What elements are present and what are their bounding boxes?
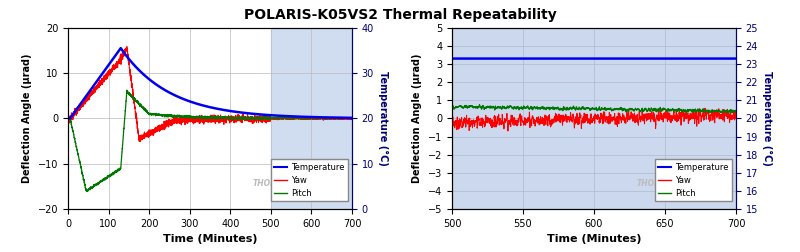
X-axis label: Time (Minutes): Time (Minutes) [162, 234, 258, 244]
Text: THORLABS: THORLABS [636, 179, 682, 187]
Y-axis label: Temperature (°C): Temperature (°C) [762, 71, 772, 166]
Y-axis label: Temperature (°C): Temperature (°C) [378, 71, 388, 166]
Text: THORLABS: THORLABS [252, 179, 298, 187]
Legend: Temperature, Yaw, Pitch: Temperature, Yaw, Pitch [655, 159, 732, 201]
X-axis label: Time (Minutes): Time (Minutes) [546, 234, 642, 244]
Bar [271, 28, 352, 209]
Y-axis label: Deflection Angle (μrad): Deflection Angle (μrad) [412, 54, 422, 183]
Text: POLARIS-K05VS2 Thermal Repeatability: POLARIS-K05VS2 Thermal Repeatability [244, 8, 556, 22]
Legend: Temperature, Yaw, Pitch: Temperature, Yaw, Pitch [271, 159, 348, 201]
Y-axis label: Deflection Angle (μrad): Deflection Angle (μrad) [22, 54, 32, 183]
